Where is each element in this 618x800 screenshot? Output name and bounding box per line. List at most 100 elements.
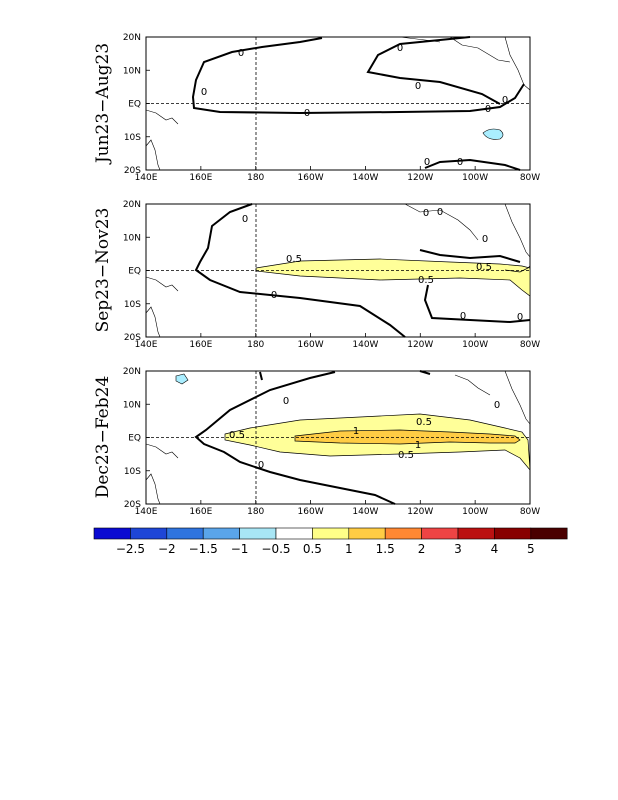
panel-3-zero-contour: [194, 370, 431, 505]
lat-tick-label: 20S: [124, 333, 141, 343]
colorbar-label: 1: [345, 542, 353, 556]
panel-2-contour-label: 0: [271, 290, 277, 301]
lat-tick-label: 10S: [124, 467, 141, 477]
lon-tick-label: 120W: [407, 173, 433, 183]
panel-2-contour-label: 0: [437, 207, 443, 218]
lon-tick-label: 120W: [407, 340, 433, 350]
colorbar-label: 2: [418, 542, 426, 556]
panel-1-contour-label: 0: [238, 48, 244, 59]
panel-3-contour-label: 1: [415, 440, 421, 451]
lon-tick-label: 140E: [135, 173, 158, 183]
lon-tick-label: 180: [247, 173, 264, 183]
colorbar-swatch: [530, 527, 568, 540]
colorbar-label: −1: [231, 542, 249, 556]
panel-1-contour-label: 0: [415, 81, 421, 92]
lat-tick-label: 20N: [123, 367, 141, 377]
colorbar-swatch: [166, 527, 204, 540]
colorbar-label: −1.5: [189, 542, 218, 556]
panel-3-contour-label: 0.5: [416, 417, 432, 428]
panel-2-contour-label: 0: [242, 214, 248, 225]
lat-tick-label: 10S: [124, 133, 141, 143]
panel-1-contour-label: 0: [457, 157, 463, 168]
panel-1-contour-label: 0: [502, 95, 508, 106]
lat-tick-label: 20S: [124, 166, 141, 176]
panel-2-positive-area: [255, 258, 531, 297]
colorbar-swatch: [312, 527, 350, 540]
panel-1-contour-label: 0: [304, 108, 310, 119]
panel-2: Sep23−Nov23 0 0 0 0 0 0 0 0.5 0.5 0.5: [93, 203, 531, 338]
panel-3-contour-label: 0.5: [229, 430, 245, 441]
panel-1-season-label: Jun23−Aug23: [93, 43, 113, 165]
colorbar-swatch: [494, 527, 532, 540]
panel-3-positive-area-1: [294, 429, 521, 445]
panel-1: Jun23−Aug23 0 0 0 0 0 0 0 0 0: [93, 36, 531, 171]
panel-2-contour-label: 0: [460, 311, 466, 322]
lat-tick-label: EQ: [128, 434, 141, 444]
lat-tick-label: 10S: [124, 300, 141, 310]
colorbar-label: 3: [454, 542, 462, 556]
colorbar-label: 4: [491, 542, 499, 556]
colorbar-swatch: [202, 527, 240, 540]
lon-tick-label: 180: [247, 507, 264, 517]
lat-tick-label: 20N: [123, 200, 141, 210]
panel-2-contour-05-inner: [504, 265, 531, 273]
colorbar-swatch: [421, 527, 459, 540]
lon-tick-label: 100W: [462, 340, 488, 350]
panel-2-contour-label: 0.5: [476, 262, 492, 273]
lon-tick-label: 80W: [520, 340, 540, 350]
panel-3-negative-area: [175, 373, 189, 385]
panel-1-contour-label: 0: [424, 157, 430, 168]
lon-tick-label: 140W: [352, 340, 378, 350]
panel-3-contour-label: 0: [258, 460, 264, 471]
colorbar-label: 5: [527, 542, 535, 556]
lat-tick-label: 10N: [123, 66, 141, 76]
colorbar-label: −0.5: [261, 542, 290, 556]
lon-tick-label: 160W: [298, 507, 324, 517]
lon-tick-label: 140W: [352, 507, 378, 517]
lat-tick-label: 10N: [123, 233, 141, 243]
panel-3-season-label: Dec23−Feb24: [93, 376, 113, 499]
panel-3: Dec23−Feb24 0 0 0 0.5 0.5 0.5 1 1: [93, 370, 531, 505]
panel-2-coastlines: [145, 203, 531, 338]
lat-tick-label: EQ: [128, 100, 141, 110]
lon-tick-label: 140E: [135, 340, 158, 350]
colorbar-swatch: [130, 527, 168, 540]
panel-2-contour-label: 0.5: [286, 254, 302, 265]
lon-tick-label: 160W: [298, 340, 324, 350]
colorbar-swatch: [93, 527, 131, 540]
lon-tick-label: 160E: [189, 173, 212, 183]
panel-2-contour-label: 0: [517, 312, 523, 323]
panel-2-contour-label: 0: [482, 234, 488, 245]
lon-tick-label: 180: [247, 340, 264, 350]
lon-tick-label: 160E: [189, 340, 212, 350]
panel-3-contour-label: 0: [283, 396, 289, 407]
panel-1-contour-label: 0: [201, 87, 207, 98]
panel-1-contour-label: 0: [397, 43, 403, 54]
colorbar-label: 1.5: [376, 542, 395, 556]
colorbar-label: −2.5: [116, 542, 145, 556]
lon-tick-label: 120W: [407, 507, 433, 517]
lon-tick-label: 100W: [462, 173, 488, 183]
panel-2-contour-label: 0.5: [418, 275, 434, 286]
lon-tick-label: 80W: [520, 507, 540, 517]
panel-1-negative-area: [482, 128, 504, 140]
colorbar-swatch: [348, 527, 386, 540]
panel-3-coastlines: [145, 370, 531, 505]
lon-tick-label: 100W: [462, 507, 488, 517]
colorbar-swatch: [384, 527, 422, 540]
lon-tick-label: 160E: [189, 507, 212, 517]
panel-3-contour-label: 0.5: [398, 450, 414, 461]
panel-1-contour-label: 0: [485, 104, 491, 115]
panel-3-contour-label: 0: [494, 400, 500, 411]
colorbar: −2.5 −2 −1.5 −1 −0.5 0.5 1 1.5 2 3 4 5: [93, 527, 568, 556]
panel-2-season-label: Sep23−Nov23: [93, 208, 113, 333]
panel-2-zero-contour: [194, 203, 531, 338]
lon-tick-label: 140E: [135, 507, 158, 517]
colorbar-swatch: [239, 527, 277, 540]
panel-3-contour-label: 1: [353, 426, 359, 437]
lon-tick-label: 160W: [298, 173, 324, 183]
panel-2-contour-label: 0: [423, 208, 429, 219]
panel-1-zero-contour: [191, 36, 525, 171]
lon-tick-label: 140W: [352, 173, 378, 183]
colorbar-swatch: [275, 527, 313, 540]
